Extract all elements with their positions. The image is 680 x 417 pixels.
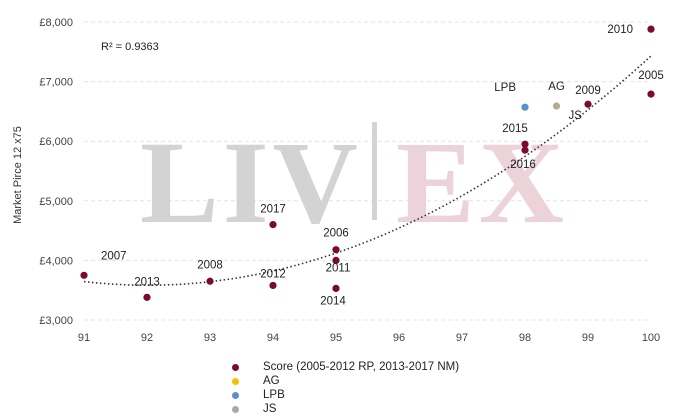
legend-item: LPB xyxy=(232,388,459,402)
point-label: AG xyxy=(548,81,565,93)
data-point xyxy=(521,103,529,111)
legend-label: JS xyxy=(263,403,277,415)
data-point xyxy=(332,284,340,293)
legend-item: Score (2005-2012 RP, 2013-2017 NM) xyxy=(232,360,459,374)
y-axis-ticks: £3,000 £4,000 £5,000 £6,000 £7,000 £8,000 xyxy=(39,17,73,327)
legend-item: AG xyxy=(232,374,459,388)
data-points xyxy=(80,25,655,301)
legend-label: AG xyxy=(263,375,280,387)
x-tick-label: 97 xyxy=(456,332,468,344)
legend: Score (2005-2012 RP, 2013-2017 NM) AG LPB J… xyxy=(232,360,459,416)
point-label: 2013 xyxy=(134,276,160,288)
watermark-divider xyxy=(372,122,377,220)
x-tick-label: 95 xyxy=(330,332,342,344)
point-label: 2011 xyxy=(326,262,351,274)
data-point xyxy=(647,25,655,33)
x-tick-label: 96 xyxy=(393,332,405,344)
trendline xyxy=(83,55,652,286)
livex-watermark: LIV EX xyxy=(140,117,568,248)
x-axis-ticks: 91 92 93 94 95 96 97 98 99 100 xyxy=(78,332,660,344)
legend-label: Score (2005-2012 RP, 2013-2017 NM) xyxy=(263,361,460,373)
y-tick-label: £8,000 xyxy=(39,17,73,29)
data-point xyxy=(332,246,340,254)
data-point xyxy=(332,256,340,264)
point-label: 2010 xyxy=(607,24,633,36)
x-tick-label: 93 xyxy=(204,332,216,344)
y-tick-label: £4,000 xyxy=(39,255,73,267)
x-tick-label: 94 xyxy=(267,332,279,344)
scatter-chart: LIV EX £3,000 £4,000 £5,000 £6,000 £7,000 £8,… xyxy=(12,17,664,344)
point-label: 2009 xyxy=(575,85,601,97)
point-label: 2005 xyxy=(638,70,664,82)
legend-item: JS xyxy=(232,402,459,416)
point-label: LPB xyxy=(494,82,516,94)
legend-label: LPB xyxy=(263,389,285,401)
point-label: 2016 xyxy=(510,159,536,171)
x-tick-label: 98 xyxy=(519,332,531,344)
watermark-ex: EX xyxy=(396,117,568,248)
r-squared-annotation: R² = 0.9363 xyxy=(101,41,159,53)
point-label: 2017 xyxy=(260,204,286,216)
point-label: 2012 xyxy=(260,268,286,280)
data-point xyxy=(521,140,529,148)
point-label: 2006 xyxy=(323,228,349,240)
grid-lines xyxy=(84,21,651,321)
y-tick-label: £7,000 xyxy=(39,77,73,89)
legend-marker-icon xyxy=(232,377,239,385)
data-point xyxy=(80,271,88,279)
x-tick-label: 100 xyxy=(642,332,660,344)
legend-marker-icon xyxy=(232,391,239,399)
y-tick-label: £6,000 xyxy=(39,136,73,148)
x-tick-label: 92 xyxy=(141,332,153,344)
x-tick-label: 99 xyxy=(582,332,594,344)
data-point xyxy=(521,146,529,154)
point-labels: 2007 2013 2008 2017 2012 2006 2011 2014 2015 2016… xyxy=(101,24,664,307)
y-axis-label: Market Pirce 12 x75 xyxy=(12,126,24,224)
point-label: 2014 xyxy=(320,295,346,307)
point-label: 2008 xyxy=(197,259,223,271)
data-point xyxy=(143,293,151,301)
data-point xyxy=(269,221,277,229)
legend-marker-icon xyxy=(232,405,239,413)
point-label: JS xyxy=(569,110,583,122)
data-point xyxy=(584,100,592,108)
data-point xyxy=(269,281,277,290)
point-label: 2015 xyxy=(502,123,528,135)
data-point xyxy=(552,102,561,110)
x-tick-label: 91 xyxy=(78,332,90,344)
legend-marker-icon xyxy=(232,363,239,371)
data-point xyxy=(206,277,214,285)
y-tick-label: £3,000 xyxy=(39,315,73,327)
point-label: 2007 xyxy=(101,250,127,262)
data-point xyxy=(647,90,655,98)
watermark-liv: LIV xyxy=(140,117,362,248)
y-tick-label: £5,000 xyxy=(39,196,73,208)
